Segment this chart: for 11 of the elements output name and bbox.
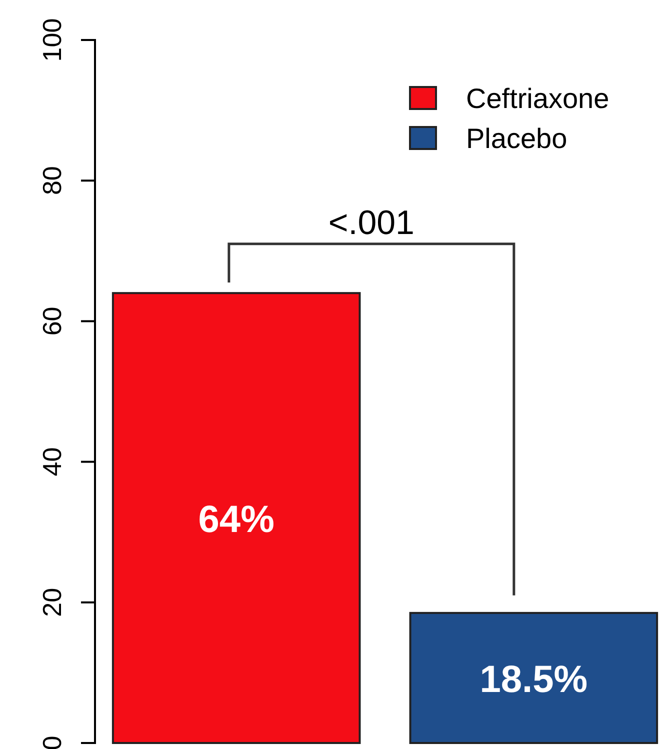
data-label: 64%: [198, 499, 274, 542]
annotation: <.001: [328, 204, 414, 242]
y-tick-label: 20: [37, 588, 67, 617]
legend-label: Ceftriaxone: [466, 83, 610, 114]
y-tick-label: 60: [37, 306, 67, 336]
y-tick-label: 0: [37, 736, 67, 749]
data-label: 18.5%: [480, 658, 588, 701]
y-tick-label: 40: [37, 447, 67, 476]
y-tick-label: 80: [37, 166, 67, 196]
legend-label: Placebo: [466, 123, 568, 154]
y-tick-label: 100: [37, 18, 67, 62]
